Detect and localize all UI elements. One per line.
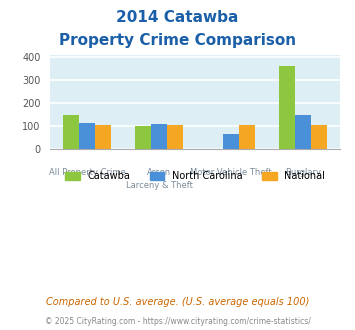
Text: Motor Vehicle Theft: Motor Vehicle Theft xyxy=(190,168,272,177)
Text: Larceny & Theft: Larceny & Theft xyxy=(126,181,193,190)
Bar xyxy=(79,123,95,148)
Bar xyxy=(279,66,295,148)
Text: 2014 Catawba: 2014 Catawba xyxy=(116,10,239,25)
Bar xyxy=(167,125,183,148)
Bar xyxy=(136,126,151,148)
Bar xyxy=(239,125,255,148)
Bar xyxy=(223,134,239,148)
Bar xyxy=(151,124,167,148)
Legend: Catawba, North Carolina, National: Catawba, North Carolina, National xyxy=(61,167,329,185)
Bar xyxy=(311,125,327,148)
Bar xyxy=(95,125,111,148)
Text: Burglary: Burglary xyxy=(285,168,321,177)
Bar xyxy=(64,115,79,148)
Text: Arson: Arson xyxy=(147,168,171,177)
Text: © 2025 CityRating.com - https://www.cityrating.com/crime-statistics/: © 2025 CityRating.com - https://www.city… xyxy=(45,317,310,326)
Text: All Property Crime: All Property Crime xyxy=(49,168,126,177)
Bar xyxy=(295,115,311,148)
Text: Property Crime Comparison: Property Crime Comparison xyxy=(59,33,296,48)
Text: Compared to U.S. average. (U.S. average equals 100): Compared to U.S. average. (U.S. average … xyxy=(46,297,309,307)
